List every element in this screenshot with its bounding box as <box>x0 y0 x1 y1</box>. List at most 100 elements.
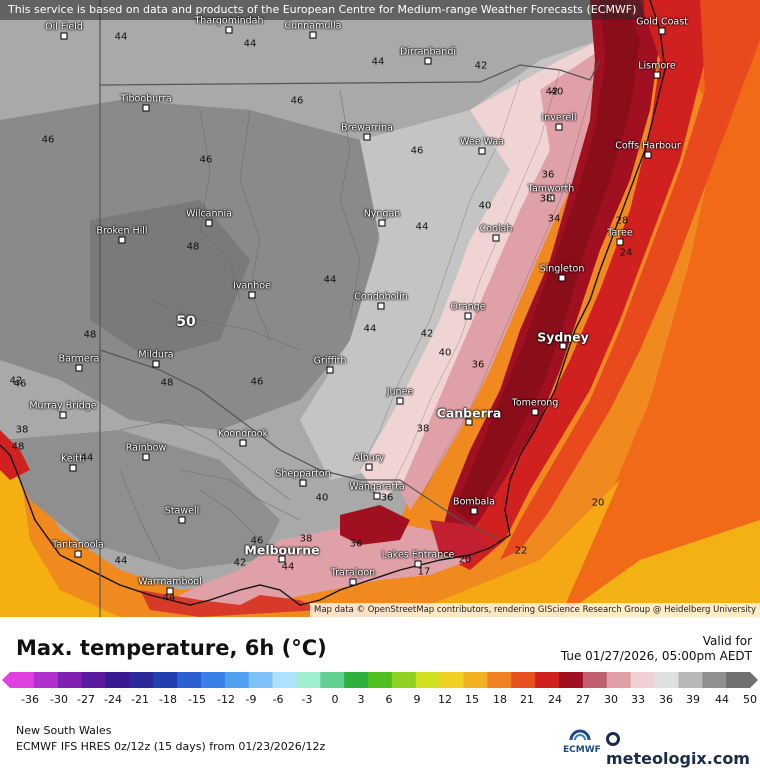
temperature-value: 17 <box>417 566 431 578</box>
temperature-value: 44 <box>114 31 128 43</box>
scale-cell <box>368 672 393 688</box>
city-label: Warrnambool <box>138 576 202 588</box>
scale-cell <box>606 672 632 688</box>
temperature-value: 42 <box>420 328 434 340</box>
city-marker <box>248 291 256 299</box>
scale-tick-label: 44 <box>715 693 729 706</box>
city-marker <box>75 364 83 372</box>
scale-cell <box>200 672 226 688</box>
model-run-info: ECMWF IFS HRES 0z/12z (15 days) from 01/… <box>16 740 326 753</box>
scale-cell <box>487 672 512 688</box>
scale-cell <box>535 672 560 688</box>
temperature-value: 38 <box>416 423 430 435</box>
temperature-value: 20 <box>458 554 472 566</box>
data-source-disclaimer: This service is based on data and produc… <box>0 0 645 20</box>
meteologix-brand[interactable]: meteologix.com <box>606 730 760 768</box>
city-marker <box>414 560 422 568</box>
city-marker <box>349 578 357 586</box>
temperature-value: 48 <box>160 377 174 389</box>
scale-cell <box>129 672 154 688</box>
city-label: Gold Coast <box>636 16 688 28</box>
map-attribution[interactable]: Map data © OpenStreetMap contributors, r… <box>310 603 760 617</box>
scale-cell <box>511 672 536 688</box>
temperature-value: 38 <box>539 193 553 205</box>
scale-cell <box>248 672 274 688</box>
scale-tick-label: 9 <box>413 693 421 706</box>
city-label: Brewarrina <box>341 122 393 134</box>
temperature-value: 44 <box>243 38 257 50</box>
scale-cell <box>678 672 703 688</box>
temperature-value: 40 <box>550 86 564 98</box>
city-label: Sydney <box>537 329 589 345</box>
city-label: Tantanoola <box>52 539 104 551</box>
temperature-value: 38 <box>15 424 29 436</box>
scale-cell <box>726 672 751 688</box>
temperature-value: 28 <box>615 215 629 227</box>
scale-tick-label: 12 <box>438 693 452 706</box>
city-marker <box>470 507 478 515</box>
temperature-value: 36 <box>380 492 394 504</box>
temperature-value: 46 <box>290 95 304 107</box>
scale-cell <box>463 672 488 688</box>
ecmwf-logo-icon <box>569 729 591 741</box>
city-marker <box>278 555 286 563</box>
city-marker <box>616 238 624 246</box>
temperature-map[interactable]: This service is based on data and produc… <box>0 0 760 617</box>
city-marker <box>424 57 432 65</box>
city-label: Orange <box>450 301 486 313</box>
city-marker <box>59 411 67 419</box>
temperature-value: 20 <box>591 497 605 509</box>
scale-tick-label: 24 <box>548 693 562 706</box>
city-marker <box>653 71 661 79</box>
temperature-value: 44 <box>281 561 295 573</box>
scale-tick-label: 27 <box>576 693 590 706</box>
city-marker <box>547 194 555 202</box>
scale-cell <box>320 672 345 688</box>
temperature-value: 24 <box>619 247 633 259</box>
legend-footer <box>0 617 760 760</box>
city-marker <box>142 104 150 112</box>
scale-tick-label: 39 <box>686 693 700 706</box>
temperature-value: 36 <box>471 359 485 371</box>
city-marker <box>205 219 213 227</box>
city-label: Dirranbandi <box>400 46 456 58</box>
scale-tick-label: -27 <box>77 693 95 706</box>
city-label: Taree <box>607 227 633 239</box>
temperature-value: 48 <box>83 329 97 341</box>
city-marker <box>326 366 334 374</box>
city-marker <box>74 550 82 558</box>
temperature-value: 40 <box>315 492 329 504</box>
scale-cell <box>33 672 59 688</box>
scale-cell <box>702 672 727 688</box>
temperature-value: 46 <box>250 535 264 547</box>
temperature-value: 46 <box>199 154 213 166</box>
temperature-value: 40 <box>478 200 492 212</box>
scale-cell <box>10 672 35 688</box>
city-marker <box>309 31 317 39</box>
map-layer <box>0 0 760 617</box>
city-marker <box>60 32 68 40</box>
temperature-value: 42 <box>474 60 488 72</box>
temperature-value: 42 <box>9 375 23 387</box>
temperature-value: 42 <box>545 86 559 98</box>
temperature-value: 38 <box>299 533 313 545</box>
scale-cell <box>439 672 465 688</box>
scale-tick-label: 50 <box>743 693 757 706</box>
temperature-value: 46 <box>13 378 27 390</box>
scale-tick-label: 36 <box>659 693 673 706</box>
city-label: Lismore <box>638 60 676 72</box>
city-label: Singleton <box>539 263 585 275</box>
city-marker <box>555 123 563 131</box>
city-marker <box>152 360 160 368</box>
temperature-value: 44 <box>80 452 94 464</box>
scale-tick-label: -36 <box>21 693 39 706</box>
scale-tick-label: 15 <box>465 693 479 706</box>
scale-cell <box>391 672 417 688</box>
city-label: Coolah <box>479 223 513 235</box>
valid-date: Tue 01/27/2026, 05:00pm AEDT <box>560 649 752 663</box>
scale-cell <box>344 672 369 688</box>
scale-tick-label: -9 <box>245 693 257 706</box>
city-marker <box>225 26 233 34</box>
scale-cell <box>57 672 83 688</box>
scale-arrow-right <box>750 672 758 688</box>
